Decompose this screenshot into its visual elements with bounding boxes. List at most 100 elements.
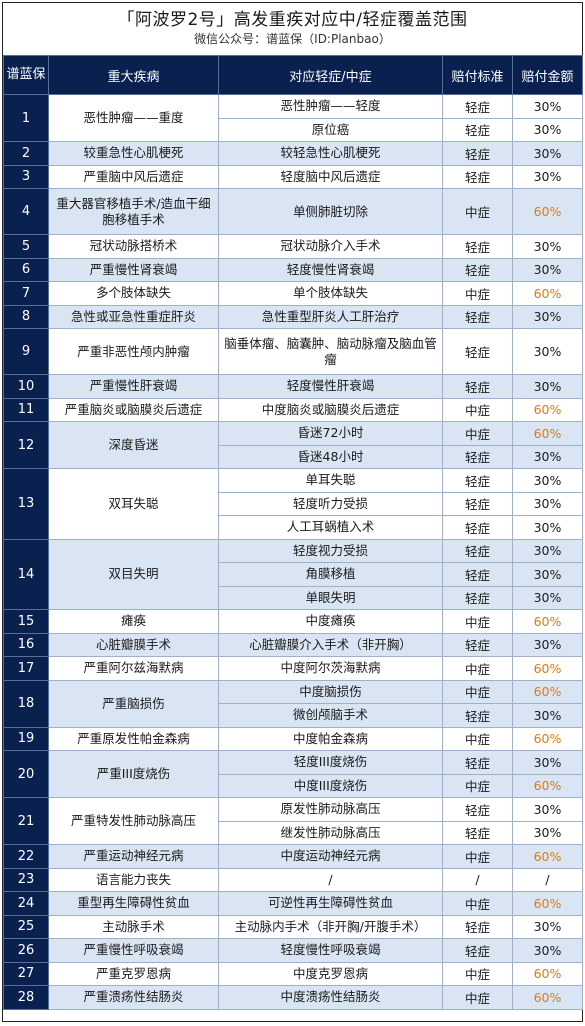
disease-cell: 严重脑损伤: [48, 679, 219, 728]
payout-standard-cell: 轻症: [442, 257, 513, 282]
mild-condition-cell: 微创颅脑手术: [218, 703, 443, 728]
disease-cell: 严重克罗恩病: [48, 961, 219, 986]
table-row: 26 严重慢性呼吸衰竭 轻度慢性呼吸衰竭 轻症 30%: [3, 938, 583, 963]
table-row: 9 严重非恶性颅内肿瘤 脑垂体瘤、脑囊肿、脑动脉瘤及脑血管瘤 轻症 30%: [3, 328, 583, 375]
payout-amount-cell: 60%: [512, 961, 583, 986]
table-body: 1 恶性肿瘤——重度 恶性肿瘤——轻度 轻症 30% 原位癌 轻症 30% 2 较重急性心肌梗死较…: [3, 94, 583, 1010]
mild-condition-cell: 单眼失明: [218, 585, 443, 610]
payout-amount-cell: 60%: [512, 281, 583, 306]
payout-standard-cell: 中症: [442, 961, 513, 986]
column-header-brand: 谱蓝保: [3, 55, 49, 95]
payout-standard-cell: 轻症: [442, 444, 513, 469]
disease-cell: 多个肢体缺失: [48, 281, 219, 306]
disease-cell: 瘫痪: [48, 609, 219, 634]
table-row: 单眼失明 轻症 30%: [4, 585, 583, 610]
row-number: 27: [3, 961, 49, 986]
table-row: 角膜移植 轻症 30%: [4, 562, 583, 587]
mild-condition-cell: 轻度视力受损: [218, 538, 443, 563]
row-number: 20: [3, 750, 49, 798]
payout-standard-cell: 轻症: [442, 562, 513, 587]
mild-condition-cell: 轻度慢性呼吸衰竭: [218, 938, 443, 963]
mild-condition-cell: 原位癌: [218, 117, 443, 142]
mild-condition-cell: 较轻急性心肌梗死: [218, 141, 443, 166]
payout-amount-cell: 30%: [512, 257, 583, 282]
mild-condition-cell: 轻度脑中风后遗症: [218, 164, 443, 189]
row-number: 25: [3, 914, 49, 939]
payout-standard-cell: 中症: [442, 679, 513, 704]
payout-amount-cell: 60%: [512, 679, 583, 704]
row-number: 7: [3, 281, 49, 306]
payout-amount-cell: 30%: [512, 94, 583, 119]
table-row: 14 双目失明 轻度视力受损 轻症 30%: [3, 538, 583, 610]
payout-standard-cell: 中症: [442, 891, 513, 916]
table-row: 24 重型再生障碍性贫血 可逆性再生障碍性贫血 中症 60%: [3, 891, 583, 916]
row-number: 16: [3, 632, 49, 657]
row-number: 10: [3, 374, 49, 399]
disease-cell: 深度昏迷: [48, 421, 219, 469]
payout-amount-cell: 30%: [512, 164, 583, 189]
disease-cell: 严重阿尔兹海默病: [48, 656, 219, 681]
disease-cell: 严重特发性肺动脉高压: [48, 797, 219, 845]
mild-condition-cell: 可逆性再生障碍性贫血: [218, 891, 443, 916]
disease-cell: 严重慢性肾衰竭: [48, 257, 219, 282]
mild-condition-cell: 中度克罗恩病: [218, 961, 443, 986]
payout-amount-cell: 60%: [512, 656, 583, 681]
table-row: 18 严重脑损伤 中度脑损伤 中症 60%: [3, 679, 583, 728]
row-number: 14: [3, 538, 49, 610]
mild-condition-cell: /: [218, 867, 443, 892]
column-header-amount: 赔付金额: [512, 55, 583, 95]
table-row: 5 冠状动脉搭桥术 冠状动脉介入手术 轻症 30%: [3, 234, 583, 259]
payout-standard-cell: 轻症: [442, 820, 513, 845]
payout-amount-cell: 30%: [512, 374, 583, 399]
mild-condition-cell: 轻度慢性肝衰竭: [218, 374, 443, 399]
mild-condition-cell: 中度运动神经元病: [218, 844, 443, 869]
mild-condition-cell: 单个肢体缺失: [218, 281, 443, 306]
table-row: 11 严重脑炎或脑膜炎后遗症 中度脑炎或脑膜炎后遗症 中症 60%: [3, 397, 583, 422]
mild-condition-cell: 轻度听力受损: [218, 491, 443, 516]
row-number: 18: [3, 679, 49, 728]
page-subtitle: 微信公众号：谱蓝保（ID:Planbao）: [194, 32, 391, 46]
mild-condition-cell: 脑垂体瘤、脑囊肿、脑动脉瘤及脑血管瘤: [218, 328, 443, 375]
table-row: 22 严重运动神经元病 中度运动神经元病 中症 60%: [3, 844, 583, 869]
payout-standard-cell: 中症: [442, 726, 513, 751]
table-row: 人工耳蜗植入术 轻症 30%: [4, 515, 583, 540]
table-row: 25 主动脉手术 主动脉内手术（非开胸/开腹手术） 轻症 30%: [3, 914, 583, 939]
disease-cell: 严重III度烧伤: [48, 750, 219, 798]
payout-amount-cell: 60%: [512, 421, 583, 446]
row-number: 3: [3, 164, 49, 189]
row-number: 15: [3, 609, 49, 634]
table-row: 28 严重溃疡性结肠炎 中度溃疡性结肠炎 中症 60%: [3, 985, 583, 1010]
table-row: 微创颅脑手术 轻症 30%: [4, 703, 583, 728]
row-number: 2: [3, 141, 49, 166]
payout-amount-cell: 30%: [512, 491, 583, 516]
table-row: 轻度听力受损 轻症 30%: [4, 491, 583, 516]
payout-standard-cell: /: [442, 867, 513, 892]
row-number: 24: [3, 891, 49, 916]
row-number: 12: [3, 421, 49, 469]
payout-standard-cell: 轻症: [442, 374, 513, 399]
payout-amount-cell: 60%: [512, 773, 583, 798]
disease-cell: 双耳失聪: [48, 468, 219, 540]
payout-amount-cell: 30%: [512, 750, 583, 775]
coverage-table: 谱蓝保 重大疾病 对应轻症/中症 赔付标准 赔付金额 1 恶性肿瘤——重度 恶性肿瘤…: [3, 55, 583, 1010]
row-number: 17: [3, 656, 49, 681]
table-row: 20 严重III度烧伤 轻度III度烧伤 轻症 30%: [3, 750, 583, 798]
payout-standard-cell: 轻症: [442, 328, 513, 375]
payout-amount-cell: 30%: [512, 234, 583, 259]
table-row: 昏迷48小时 轻症 30%: [4, 444, 583, 469]
row-number: 4: [3, 188, 49, 235]
payout-amount-cell: 30%: [512, 797, 583, 822]
mild-condition-cell: 中度脑炎或脑膜炎后遗症: [218, 397, 443, 422]
disease-cell: 语言能力丧失: [48, 867, 219, 892]
payout-standard-cell: 中症: [442, 985, 513, 1010]
disease-cell: 严重脑炎或脑膜炎后遗症: [48, 397, 219, 422]
payout-standard-cell: 轻症: [442, 304, 513, 329]
mild-condition-cell: 中度溃疡性结肠炎: [218, 985, 443, 1010]
table-row: 8 急性或亚急性重症肝炎 急性重型肝炎人工肝治疗 轻症 30%: [3, 304, 583, 329]
payout-standard-cell: 轻症: [442, 797, 513, 822]
mild-condition-cell: 中度瘫痪: [218, 609, 443, 634]
header: 「阿波罗2号」高发重疾对应中/轻症覆盖范围 微信公众号：谱蓝保（ID:Planb…: [3, 3, 582, 55]
payout-standard-cell: 轻症: [442, 538, 513, 563]
mild-condition-cell: 急性重型肝炎人工肝治疗: [218, 304, 443, 329]
payout-standard-cell: 轻症: [442, 703, 513, 728]
